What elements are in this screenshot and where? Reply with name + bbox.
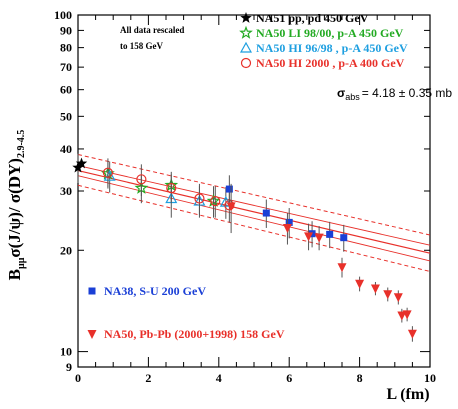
legend-label: NA50, Pb-Pb (2000+1998) 158 GeV xyxy=(104,327,285,341)
sigma-subscript: abs xyxy=(345,92,360,102)
data-point xyxy=(285,218,293,226)
legend-marker xyxy=(239,25,253,39)
sigma-symbol: σ xyxy=(337,86,345,100)
y-tick-label: 40 xyxy=(60,142,72,156)
rescale-note: All data rescaled to 158 GeV xyxy=(120,25,184,51)
data-point xyxy=(226,202,236,212)
y-tick-label: 30 xyxy=(60,184,72,198)
x-tick-label: 2 xyxy=(145,371,151,385)
y-tick-label: 60 xyxy=(60,83,72,97)
band-dashed-upper xyxy=(77,154,431,236)
y-tick-label: 20 xyxy=(60,243,72,257)
y-tick-label: 10 xyxy=(60,345,72,359)
y-tick-label: 50 xyxy=(60,109,72,123)
legend-marker xyxy=(240,12,252,23)
legend-label: NA50 LI 98/00, p-A 450 GeV xyxy=(256,26,404,40)
data-point xyxy=(393,293,403,303)
y-label-mid: σ(J/ψ)/ σ(DY) xyxy=(5,158,24,258)
y-tick-label: 80 xyxy=(60,41,72,55)
data-point xyxy=(326,230,334,238)
data-point xyxy=(194,193,205,204)
band-dashed-lower xyxy=(77,184,431,272)
x-tick-label: 4 xyxy=(216,371,222,385)
x-tick-label: 10 xyxy=(424,371,436,385)
data-point xyxy=(262,209,270,217)
data-point xyxy=(340,234,348,242)
note-line-2: to 158 GeV xyxy=(120,41,163,51)
band-center-line xyxy=(77,169,431,254)
data-point xyxy=(225,185,233,193)
y-tick-label: 9 xyxy=(66,360,72,374)
legend-label: NA38, S-U 200 GeV xyxy=(104,284,206,298)
band-solid-upper xyxy=(77,165,431,246)
x-tick-label: 0 xyxy=(75,371,81,385)
data-point xyxy=(75,157,88,169)
y-axis-title: Bμμσ(J/ψ)/ σ(DY)2.9-4.5 xyxy=(5,130,27,281)
data-point xyxy=(407,329,417,339)
data-point xyxy=(282,223,292,233)
y-label-sub2: 2.9-4.5 xyxy=(16,130,27,158)
data-point xyxy=(210,195,221,207)
y-tick-label: 100 xyxy=(54,8,72,22)
data-point xyxy=(337,263,347,273)
legend-label: NA50 HI 2000 , p-A 400 GeV xyxy=(256,56,405,70)
y-label-sub1: μμ xyxy=(16,257,27,269)
y-label-main: B xyxy=(5,269,24,280)
x-tick-label: 8 xyxy=(357,371,363,385)
data-point xyxy=(397,311,407,321)
data-point xyxy=(219,195,232,207)
data-point xyxy=(402,310,412,320)
svg-text:σabs= 4.18 ± 0.35 mb: σabs = 4.18 ± 0.35 mb xyxy=(337,86,452,102)
y-tick-label: 90 xyxy=(60,23,72,37)
x-tick-label: 6 xyxy=(286,371,292,385)
x-axis-title: L (fm) xyxy=(386,386,429,403)
y-tick-label: 70 xyxy=(60,60,72,74)
band-solid-lower xyxy=(77,175,431,262)
data-point xyxy=(383,290,393,300)
sigma-annotation: σabs = 4.18 ± 0.35 mb xyxy=(337,86,452,102)
data-point xyxy=(136,174,147,185)
data-point xyxy=(166,183,177,194)
note-line-1: All data rescaled xyxy=(120,25,184,35)
legend-label: NA51 pp, pd 450 GeV xyxy=(256,11,369,25)
data-point xyxy=(72,161,84,173)
data-point xyxy=(314,233,324,243)
data-point xyxy=(103,169,116,181)
data-point xyxy=(206,193,221,207)
data-point xyxy=(355,279,365,289)
legend-label: NA50 HI 96/98 , p-A 450 GeV xyxy=(256,41,408,55)
legend-marker xyxy=(239,41,253,53)
data-point xyxy=(370,284,380,294)
data-point xyxy=(102,167,114,178)
svg-text:Bμμσ(J/ψ)/ σ(DY)2.9-4.5: Bμμσ(J/ψ)/ σ(DY)2.9-4.5 xyxy=(5,130,27,281)
data-point xyxy=(304,232,314,242)
legend-marker xyxy=(87,330,97,339)
legend-marker xyxy=(88,287,96,295)
legend-marker xyxy=(240,57,252,69)
sigma-value: = 4.18 ± 0.35 mb xyxy=(362,86,453,100)
